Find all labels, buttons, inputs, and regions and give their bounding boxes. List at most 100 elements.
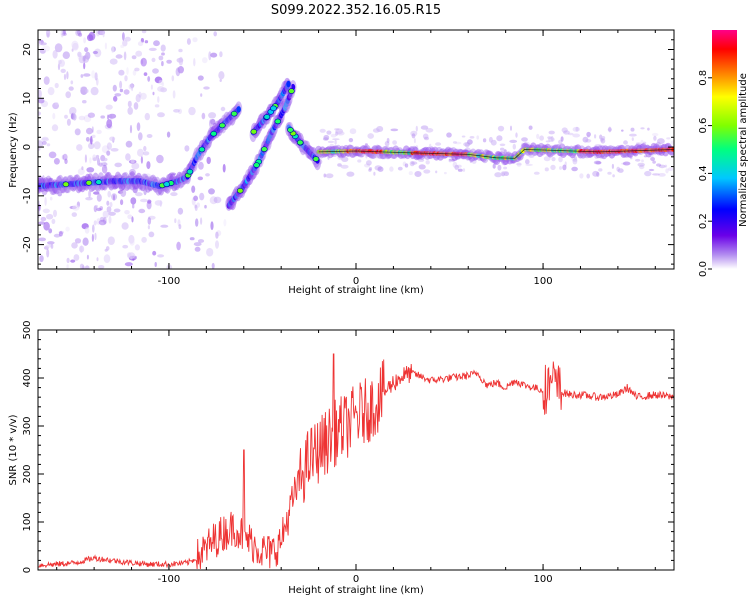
noise-blob	[423, 136, 430, 141]
noise-blob	[92, 50, 98, 55]
noise-blob	[160, 44, 166, 52]
noise-blob	[206, 156, 211, 165]
noise-blob	[135, 192, 143, 197]
noise-blob	[146, 134, 153, 138]
noise-blob	[548, 130, 555, 135]
noise-blob	[141, 236, 147, 243]
colorbar-tick-label: 0.0	[698, 261, 709, 277]
noise-blob	[435, 142, 442, 146]
noise-blob	[101, 164, 108, 174]
noise-blob	[515, 132, 518, 138]
noise-blob	[197, 75, 204, 81]
noise-blob	[197, 176, 203, 181]
noise-blob	[178, 48, 183, 53]
noise-blob	[572, 126, 580, 132]
noise-blob	[640, 139, 644, 145]
noise-blob	[413, 138, 416, 144]
noise-blob	[122, 32, 125, 41]
noise-blob	[192, 37, 198, 43]
noise-blob	[327, 140, 335, 144]
noise-blob	[215, 240, 219, 249]
noise-blob	[147, 225, 150, 230]
x-tick-label: 0	[353, 276, 359, 287]
noise-blob	[191, 185, 196, 193]
spectrogram-y-label: Frequency (Hz)	[8, 112, 19, 188]
noise-blob	[66, 118, 71, 126]
snr-frame	[37, 329, 675, 571]
noise-blob	[525, 163, 533, 166]
noise-blob	[140, 198, 148, 203]
noise-blob	[364, 163, 371, 168]
noise-blob	[50, 243, 54, 249]
noise-blob	[219, 51, 223, 58]
noise-blob	[97, 157, 100, 166]
noise-blob	[41, 140, 47, 145]
snr-x-label: Height of straight line (km)	[288, 585, 424, 596]
noise-blob	[71, 242, 78, 249]
noise-blob	[94, 72, 98, 81]
noise-blob	[174, 218, 177, 224]
noise-blob	[641, 159, 644, 163]
noise-blob	[213, 31, 217, 37]
noise-blob	[496, 135, 503, 142]
y-tick-label: 100	[22, 512, 33, 531]
noise-blob	[85, 137, 90, 142]
noise-blob	[135, 94, 141, 103]
noise-blob	[64, 114, 68, 119]
noise-blob	[154, 76, 163, 84]
noise-blob	[544, 167, 549, 172]
ridge-knot	[236, 187, 244, 194]
ridge-knot	[274, 118, 282, 125]
noise-blob	[70, 259, 76, 263]
noise-blob	[90, 135, 93, 145]
noise-blob	[66, 264, 69, 269]
noise-blob	[119, 88, 124, 93]
noise-blob	[454, 164, 460, 170]
snr-y-label: SNR (10 * v/v)	[8, 414, 19, 485]
noise-blob	[128, 84, 134, 90]
noise-blob	[208, 188, 215, 195]
noise-blob	[93, 191, 100, 195]
noise-blob	[220, 106, 226, 112]
noise-blob	[53, 158, 60, 165]
noise-blob	[377, 166, 384, 172]
noise-blob	[390, 128, 399, 132]
noise-blob	[476, 135, 480, 140]
noise-blob	[38, 89, 42, 99]
noise-blob	[87, 112, 95, 118]
noise-blob	[205, 173, 210, 177]
noise-blob	[51, 218, 56, 225]
noise-blob	[92, 157, 98, 162]
spectrogram-heatmap	[38, 30, 674, 269]
noise-blob	[425, 160, 430, 165]
noise-blob	[58, 59, 62, 65]
noise-blob	[96, 207, 102, 212]
noise-blob	[435, 170, 438, 174]
noise-blob	[178, 56, 184, 66]
noise-blob	[124, 210, 130, 215]
noise-blob	[594, 134, 597, 139]
noise-blob	[326, 130, 332, 135]
noise-blob	[52, 112, 56, 120]
noise-blob	[593, 160, 602, 165]
noise-blob	[595, 161, 602, 165]
ridge-knot	[85, 180, 93, 186]
noise-blob	[561, 127, 568, 133]
snr-series-line	[38, 353, 674, 570]
noise-blob	[562, 164, 567, 171]
noise-blob	[357, 159, 362, 163]
colorbar-gradient	[712, 30, 737, 269]
noise-blob	[72, 42, 79, 51]
noise-blob	[79, 263, 84, 269]
noise-blob	[599, 134, 603, 140]
noise-blob	[133, 102, 139, 110]
y-tick-label: 400	[22, 368, 33, 387]
noise-blob	[374, 165, 382, 171]
noise-blob	[657, 138, 665, 145]
noise-blob	[194, 205, 198, 211]
noise-blob	[48, 228, 53, 234]
noise-blob	[132, 69, 137, 76]
noise-blob	[607, 128, 612, 132]
noise-blob	[125, 140, 133, 148]
noise-blob	[596, 171, 600, 177]
